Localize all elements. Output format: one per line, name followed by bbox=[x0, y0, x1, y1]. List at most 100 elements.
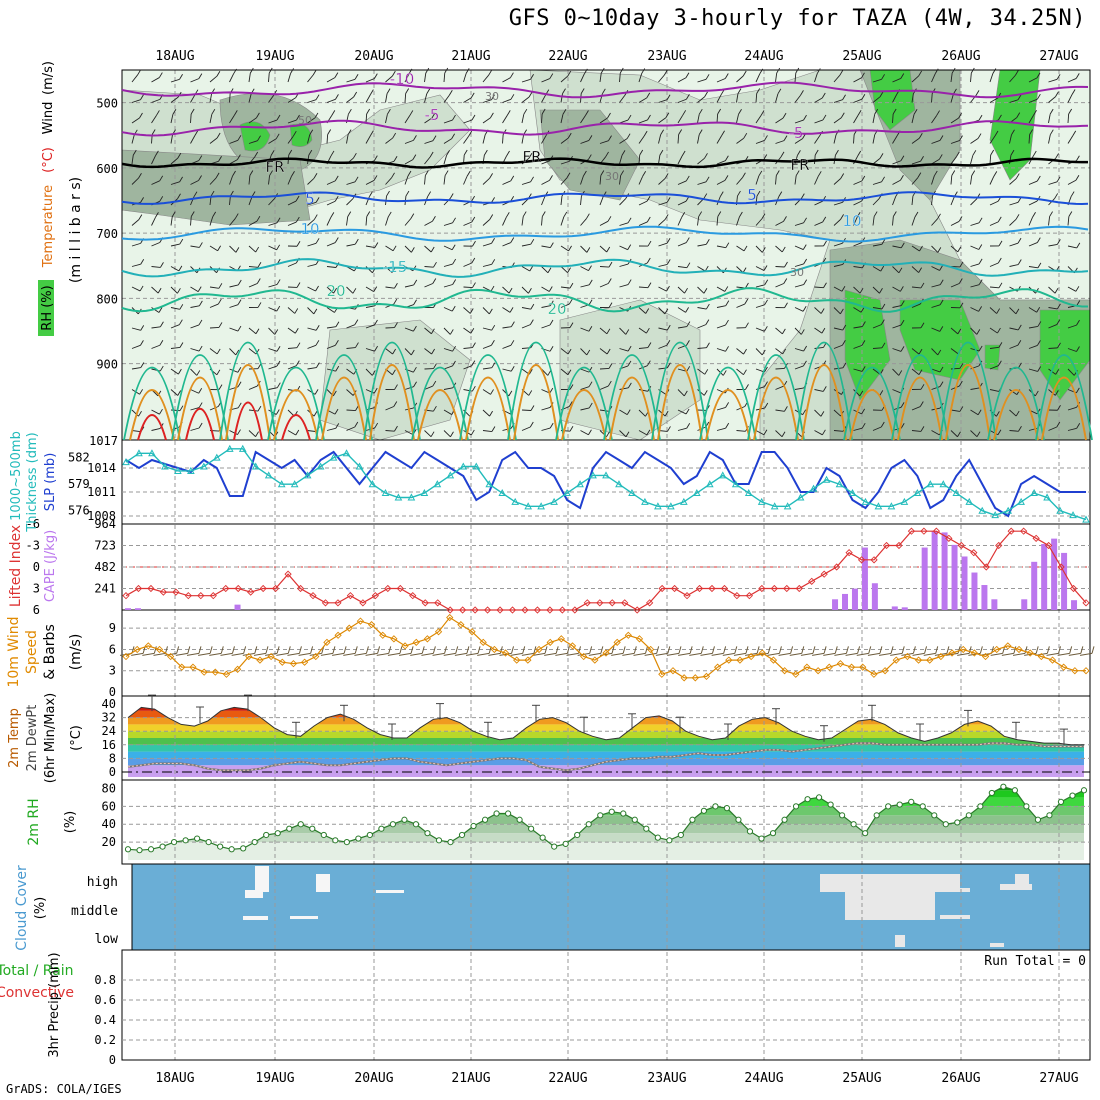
wind-barb-flag bbox=[528, 91, 533, 98]
wind-barb bbox=[268, 94, 275, 103]
sfc-wind-barb bbox=[778, 652, 791, 656]
wind-barb bbox=[287, 430, 297, 436]
wind-barb-flag bbox=[471, 195, 475, 202]
sfc-wind-barb bbox=[767, 652, 780, 656]
wind-speed-point bbox=[200, 668, 208, 676]
wind-barb bbox=[131, 263, 141, 267]
temp-band-9 bbox=[128, 707, 1084, 711]
wind-barb bbox=[307, 177, 315, 185]
wind-barb-flag bbox=[607, 278, 612, 284]
rh2m-point bbox=[873, 812, 880, 819]
wind-barb-flag bbox=[977, 133, 982, 139]
li-point bbox=[733, 592, 741, 600]
wind-barb-flag bbox=[393, 298, 398, 305]
rh2m-point bbox=[205, 839, 212, 846]
wind-barb bbox=[1048, 216, 1051, 226]
sfc-wind-barb bbox=[566, 652, 579, 656]
rh2m-point bbox=[182, 837, 189, 844]
cloud-level-label: high bbox=[87, 875, 118, 890]
wind-barb bbox=[892, 266, 900, 274]
wind-barb-flag bbox=[972, 150, 977, 156]
wind-barb-flag bbox=[821, 92, 826, 99]
rh2m-point bbox=[746, 828, 754, 835]
wind-barb-flag bbox=[569, 322, 574, 328]
wind-barb bbox=[346, 181, 356, 185]
wind-barb-flag bbox=[881, 239, 886, 245]
wind-barb-flag bbox=[510, 72, 514, 78]
wind-barb-flag bbox=[764, 279, 769, 286]
wind-barb-flag bbox=[433, 363, 437, 369]
thickness-point bbox=[148, 449, 156, 457]
wind-barb bbox=[736, 137, 745, 144]
wind-barb bbox=[1067, 348, 1077, 352]
rh2m-point bbox=[574, 831, 581, 839]
wind-barb-flag bbox=[914, 211, 919, 218]
sfc-wind-barb-flag bbox=[834, 646, 838, 654]
rh2m-point bbox=[585, 821, 592, 828]
wind-speed-point bbox=[546, 638, 554, 647]
wind-barb-flag bbox=[218, 384, 223, 390]
wind-barb-flag bbox=[451, 133, 456, 139]
wind-barb bbox=[482, 367, 492, 370]
wind-barb-flag bbox=[333, 287, 337, 294]
wind-barb bbox=[170, 157, 179, 165]
wind-barb bbox=[970, 175, 973, 185]
sfc-wind-barb-flag bbox=[187, 646, 191, 654]
wind-barb-flag bbox=[900, 346, 905, 352]
wind-barb bbox=[1048, 426, 1057, 431]
sfc-wind-barb bbox=[845, 652, 858, 656]
wind-speed-point bbox=[1048, 656, 1057, 664]
sfc-wind-barb-flag bbox=[522, 646, 526, 654]
sfc-wind-barb-flag bbox=[711, 646, 715, 654]
thickness-unit-label: Thickness (dm) bbox=[25, 432, 40, 532]
wind-barb-flag bbox=[159, 365, 164, 372]
wind-barb-flag bbox=[959, 261, 964, 268]
wind-barb-flag bbox=[976, 431, 981, 437]
wind-barb-flag bbox=[276, 217, 281, 224]
wind-barb bbox=[931, 140, 941, 144]
wind-barb bbox=[658, 99, 668, 103]
wind-barb-flag bbox=[663, 69, 668, 76]
wind-barb-flag bbox=[530, 74, 534, 80]
wind-barb-flag bbox=[177, 193, 181, 199]
wind-barb-flag bbox=[781, 431, 786, 437]
wind-barb bbox=[190, 245, 200, 248]
wind-barb-flag bbox=[432, 278, 437, 284]
wind-barb bbox=[814, 430, 823, 436]
wind-barb-flag bbox=[621, 150, 626, 156]
wind-barb bbox=[580, 139, 590, 144]
wind-barb-flag bbox=[452, 360, 456, 367]
sfc-wind-barb-flag bbox=[511, 646, 515, 654]
wind-barb-flag bbox=[1036, 306, 1041, 313]
wind-barb-flag bbox=[763, 265, 768, 271]
wind-barb-flag bbox=[817, 171, 822, 177]
wind-barb-flag bbox=[470, 327, 475, 334]
wind-barb bbox=[131, 99, 141, 103]
isotherm-label: 10 bbox=[300, 220, 319, 238]
wind-barb-flag bbox=[410, 349, 415, 356]
isotherm-label: 5 bbox=[305, 190, 315, 208]
wind-barb-flag bbox=[151, 129, 156, 135]
wind-barb-flag bbox=[721, 130, 725, 136]
wind-barb bbox=[1067, 78, 1077, 83]
isotherm-20-lobe bbox=[939, 341, 997, 441]
wind-barb-flag bbox=[334, 408, 339, 415]
wind-barb-flag bbox=[563, 211, 568, 218]
wind-barb bbox=[697, 78, 707, 83]
wind-barb-flag bbox=[431, 112, 436, 119]
wind-barb-flag bbox=[685, 408, 690, 415]
wind-barb-flag bbox=[1057, 405, 1061, 411]
sfc-wind-barb bbox=[666, 652, 680, 656]
li-point bbox=[596, 599, 604, 607]
wind-barb bbox=[697, 181, 707, 185]
wind-barb bbox=[775, 430, 783, 438]
wind-barb-flag bbox=[562, 108, 567, 115]
wind-barb bbox=[950, 348, 959, 355]
wind-barb-flag bbox=[821, 327, 826, 334]
wind-barb-flag bbox=[918, 70, 923, 77]
wind-barb bbox=[814, 119, 824, 124]
sfc-wind-barb bbox=[934, 652, 947, 656]
wind-barb-flag bbox=[562, 88, 566, 94]
wind-barb bbox=[541, 324, 551, 329]
sfc-wind-barb-flag bbox=[533, 646, 537, 654]
